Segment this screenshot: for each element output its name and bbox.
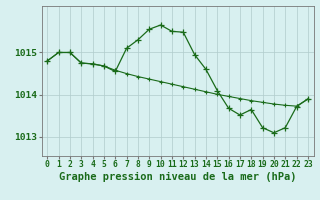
X-axis label: Graphe pression niveau de la mer (hPa): Graphe pression niveau de la mer (hPa): [59, 172, 296, 182]
